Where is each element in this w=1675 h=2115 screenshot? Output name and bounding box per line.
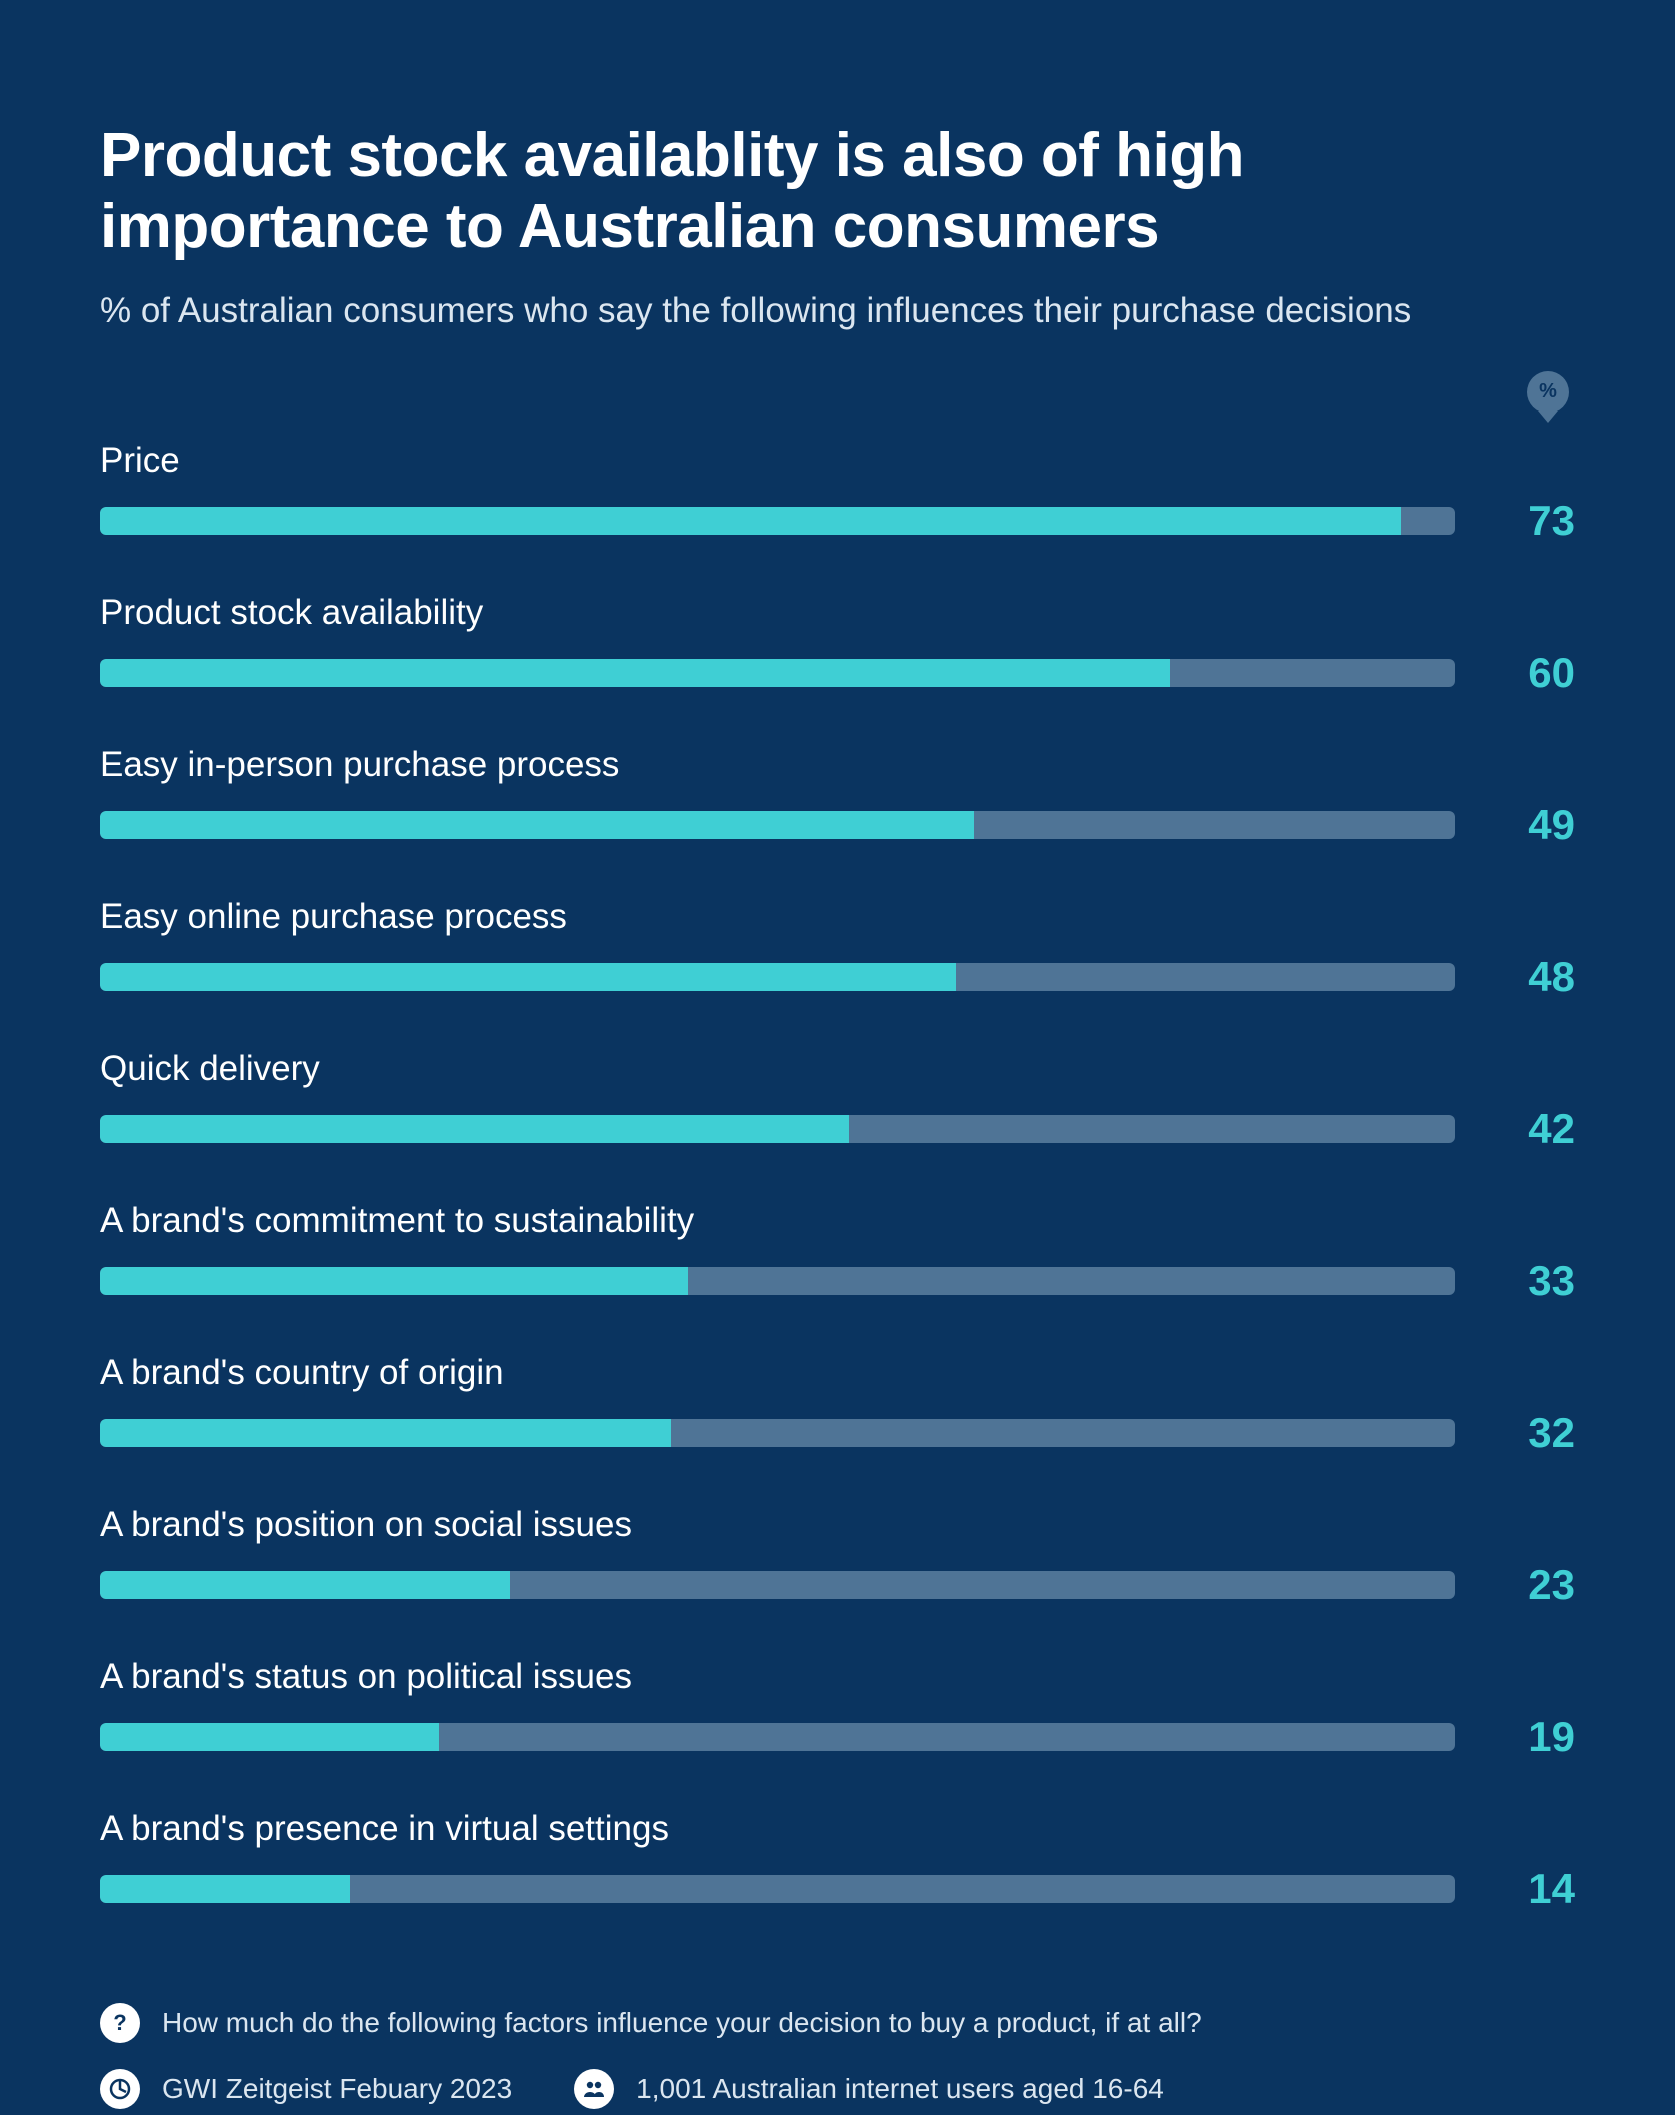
bar-track — [100, 1723, 1455, 1751]
bar-track — [100, 659, 1455, 687]
bar-track — [100, 1571, 1455, 1599]
bar-row: Quick delivery 42 — [100, 1049, 1575, 1153]
bar-label: A brand's commitment to sustainability — [100, 1201, 1575, 1241]
bar-label: Easy in-person purchase process — [100, 745, 1575, 785]
bar-chart: % Price73Product stock availability60Eas… — [100, 441, 1575, 1913]
bar-value: 48 — [1495, 953, 1575, 1001]
chart-subtitle: % of Australian consumers who say the fo… — [100, 291, 1575, 331]
bar-track — [100, 1267, 1455, 1295]
chart-title: Product stock availablity is also of hig… — [100, 120, 1575, 263]
bar-fill — [100, 1571, 510, 1599]
bar-track — [100, 507, 1455, 535]
bar-label: Product stock availability — [100, 593, 1575, 633]
bar-value: 42 — [1495, 1105, 1575, 1153]
bar-track — [100, 1419, 1455, 1447]
bar-label: A brand's position on social issues — [100, 1505, 1575, 1545]
bar-value: 49 — [1495, 801, 1575, 849]
bar-track — [100, 1875, 1455, 1903]
bar-row: A brand's presence in virtual settings 14 — [100, 1809, 1575, 1913]
percent-badge-icon: % — [1527, 371, 1569, 413]
bar-label: Price — [100, 441, 1575, 481]
question-icon: ? — [100, 2003, 140, 2043]
footer-source: GWI Zeitgeist Febuary 2023 — [162, 2073, 512, 2105]
bar-row: Easy online purchase process 48 — [100, 897, 1575, 1001]
bar-fill — [100, 1723, 439, 1751]
bar-track — [100, 963, 1455, 991]
bar-fill — [100, 1267, 688, 1295]
source-icon — [100, 2069, 140, 2109]
bar-value: 32 — [1495, 1409, 1575, 1457]
bar-row: Product stock availability 60 — [100, 593, 1575, 697]
bar-row: A brand's position on social issues 23 — [100, 1505, 1575, 1609]
bar-value: 23 — [1495, 1561, 1575, 1609]
bar-value: 14 — [1495, 1865, 1575, 1913]
bar-value: 60 — [1495, 649, 1575, 697]
bar-track — [100, 1115, 1455, 1143]
bar-fill — [100, 1115, 849, 1143]
bar-label: Easy online purchase process — [100, 897, 1575, 937]
bar-value: 73 — [1495, 497, 1575, 545]
bar-value: 19 — [1495, 1713, 1575, 1761]
bar-fill — [100, 507, 1401, 535]
bar-row: A brand's country of origin 32 — [100, 1353, 1575, 1457]
bar-label: A brand's country of origin — [100, 1353, 1575, 1393]
bar-row: Price 73 — [100, 441, 1575, 545]
bar-fill — [100, 811, 974, 839]
bar-row: A brand's commitment to sustainability 33 — [100, 1201, 1575, 1305]
bar-fill — [100, 659, 1170, 687]
bar-fill — [100, 1419, 671, 1447]
bar-row: A brand's status on political issues 19 — [100, 1657, 1575, 1761]
bar-row: Easy in-person purchase process 49 — [100, 745, 1575, 849]
bar-fill — [100, 1875, 350, 1903]
chart-footer: ? How much do the following factors infl… — [100, 2003, 1575, 2109]
bar-label: Quick delivery — [100, 1049, 1575, 1089]
footer-question: How much do the following factors influe… — [162, 2007, 1202, 2039]
bar-value: 33 — [1495, 1257, 1575, 1305]
bar-fill — [100, 963, 956, 991]
footer-sample: 1,001 Australian internet users aged 16-… — [636, 2073, 1164, 2105]
bar-track — [100, 811, 1455, 839]
bar-label: A brand's presence in virtual settings — [100, 1809, 1575, 1849]
bar-label: A brand's status on political issues — [100, 1657, 1575, 1697]
sample-icon — [574, 2069, 614, 2109]
